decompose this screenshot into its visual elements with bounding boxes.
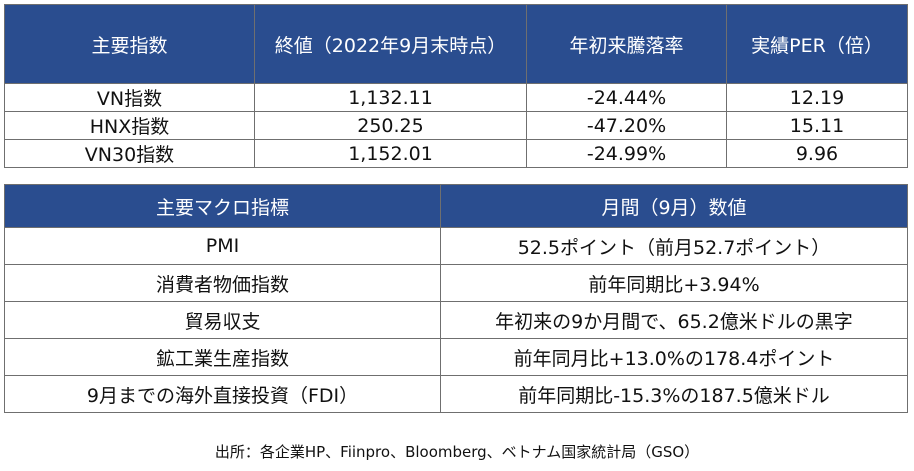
- ytd-change-cell: -24.44%: [526, 83, 727, 112]
- indicator-value-cell: 年初来の9か月間で、65.2億米ドルの黒字: [440, 301, 908, 339]
- macro-indicators-table: 主要マクロ指標 月間（9月）数値 PMI 52.5ポイント（前月52.7ポイント…: [4, 184, 908, 413]
- indicator-value-cell: 前年同期比+3.94%: [440, 264, 908, 302]
- closing-value-cell: 250.25: [254, 111, 527, 140]
- per-cell: 12.19: [726, 83, 908, 112]
- macro-header-row: 主要マクロ指標 月間（9月）数値: [4, 184, 908, 228]
- header-monthly-value: 月間（9月）数値: [440, 184, 908, 228]
- table-row: VN指数 1,132.11 -24.44% 12.19: [4, 83, 908, 112]
- table-row: 消費者物価指数 前年同期比+3.94%: [4, 264, 908, 302]
- indicator-name-cell: 鉱工業生産指数: [4, 338, 441, 376]
- ytd-change-cell: -47.20%: [526, 111, 727, 140]
- indicator-name-cell: PMI: [4, 227, 441, 265]
- header-main-index: 主要指数: [4, 4, 255, 84]
- indicator-value-cell: 前年同月比+13.0%の178.4ポイント: [440, 338, 908, 376]
- table-row: HNX指数 250.25 -47.20% 15.11: [4, 111, 908, 140]
- indicator-name-cell: 9月までの海外直接投資（FDI）: [4, 375, 441, 413]
- header-per: 実績PER（倍）: [726, 4, 908, 84]
- indicator-value-cell: 52.5ポイント（前月52.7ポイント）: [440, 227, 908, 265]
- per-cell: 15.11: [726, 111, 908, 140]
- per-cell: 9.96: [726, 139, 908, 168]
- header-macro-indicator: 主要マクロ指標: [4, 184, 441, 228]
- source-note: 出所：各企業HP、Fiinpro、Bloomberg、ベトナム国家統計局（GSO…: [214, 443, 700, 461]
- indicator-value-cell: 前年同期比-15.3%の187.5億米ドル: [440, 375, 908, 413]
- table-row: PMI 52.5ポイント（前月52.7ポイント）: [4, 227, 908, 265]
- closing-value-cell: 1,132.11: [254, 83, 527, 112]
- closing-value-cell: 1,152.01: [254, 139, 527, 168]
- table-row: 鉱工業生産指数 前年同月比+13.0%の178.4ポイント: [4, 338, 908, 376]
- indices-header-row: 主要指数 終値（2022年9月末時点） 年初来騰落率 実績PER（倍）: [4, 4, 908, 84]
- table-row: 9月までの海外直接投資（FDI） 前年同期比-15.3%の187.5億米ドル: [4, 375, 908, 413]
- index-name-cell: VN30指数: [4, 139, 255, 168]
- header-closing-value: 終値（2022年9月末時点）: [254, 4, 527, 84]
- ytd-change-cell: -24.99%: [526, 139, 727, 168]
- index-name-cell: HNX指数: [4, 111, 255, 140]
- table-row: 貿易収支 年初来の9か月間で、65.2億米ドルの黒字: [4, 301, 908, 339]
- indices-table: 主要指数 終値（2022年9月末時点） 年初来騰落率 実績PER（倍） VN指数…: [4, 4, 908, 168]
- indicator-name-cell: 消費者物価指数: [4, 264, 441, 302]
- header-ytd-change: 年初来騰落率: [526, 4, 727, 84]
- indicator-name-cell: 貿易収支: [4, 301, 441, 339]
- table-row: VN30指数 1,152.01 -24.99% 9.96: [4, 139, 908, 168]
- index-name-cell: VN指数: [4, 83, 255, 112]
